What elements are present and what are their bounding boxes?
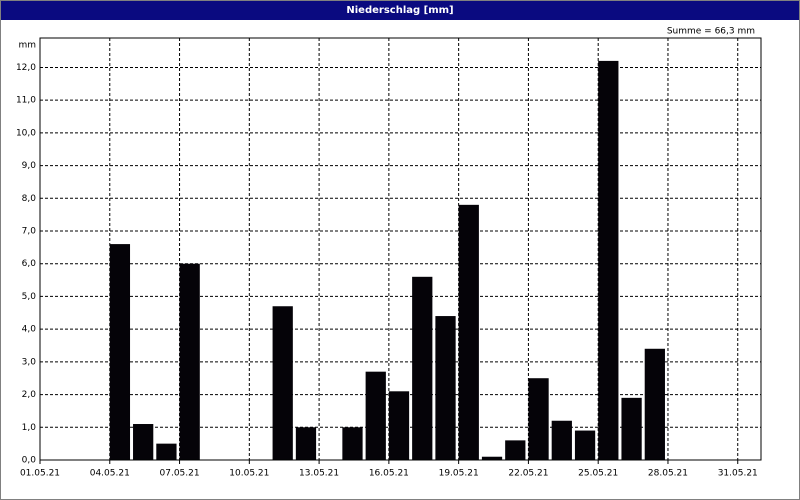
x-tick-label: 19.05.21 (439, 469, 479, 479)
x-tick-label: 31.05.21 (718, 469, 758, 479)
y-tick-label: 2,0 (22, 390, 37, 400)
x-tick-label: 13.05.21 (299, 469, 339, 479)
y-tick-label: 10,0 (16, 128, 36, 138)
bar (109, 244, 131, 460)
y-tick-label: 6,0 (22, 259, 37, 269)
x-tick-label: 22.05.21 (508, 469, 548, 479)
bar (342, 427, 363, 460)
y-tick-label: 12,0 (16, 63, 36, 73)
y-tick-label: 0,0 (22, 456, 37, 466)
y-tick-label: 11,0 (16, 96, 36, 106)
bar (133, 424, 154, 460)
x-tick-label: 07.05.21 (160, 469, 200, 479)
x-tick-label: 25.05.21 (578, 469, 618, 479)
bar (179, 263, 200, 460)
x-tick-label: 10.05.21 (229, 469, 269, 479)
x-tick-label: 16.05.21 (369, 469, 409, 479)
bar (528, 378, 549, 460)
y-tick-label: 8,0 (22, 194, 37, 204)
annotation: Summe = 66,3 mm (667, 27, 755, 37)
bar (412, 276, 433, 460)
bar (621, 397, 642, 460)
bar (598, 60, 619, 460)
chart-title: Niederschlag [mm] (1, 1, 799, 20)
y-tick-label: 1,0 (22, 423, 37, 433)
y-tick-label: 4,0 (22, 325, 37, 335)
bar (435, 316, 456, 460)
bar (388, 391, 410, 460)
y-axis-label: mm (18, 41, 36, 51)
y-tick-label: 9,0 (22, 161, 37, 171)
bar (481, 456, 503, 460)
x-tick-label: 01.05.21 (20, 469, 60, 479)
y-tick-label: 7,0 (22, 227, 37, 237)
x-tick-label: 04.05.21 (90, 469, 130, 479)
bar (272, 306, 293, 460)
bar (156, 443, 177, 460)
bar (505, 440, 526, 460)
bar (365, 371, 386, 460)
plot-frame (39, 37, 762, 461)
bar (295, 427, 317, 460)
bar (574, 430, 596, 460)
bar (458, 204, 479, 460)
bar (644, 348, 665, 460)
y-tick-label: 3,0 (22, 357, 37, 367)
x-tick-label: 28.05.21 (648, 469, 688, 479)
bar (551, 420, 572, 460)
y-tick-label: 5,0 (22, 292, 37, 302)
